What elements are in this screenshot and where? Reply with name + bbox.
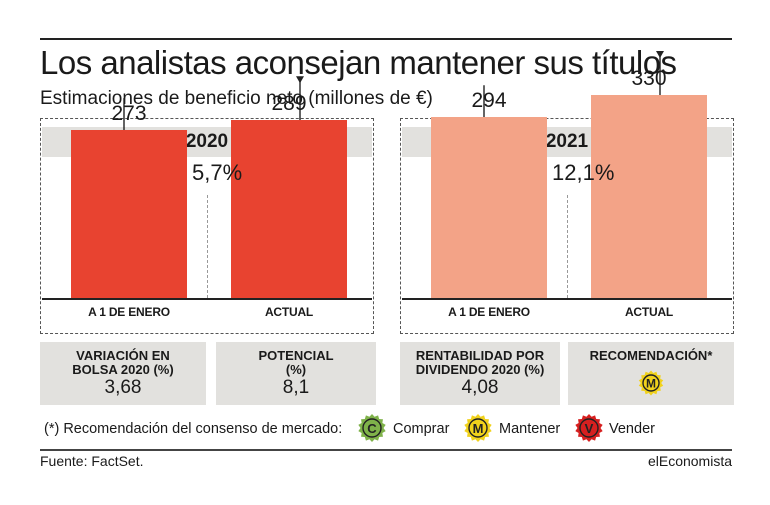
info-label-line: DIVIDENDO 2020 (%) bbox=[415, 362, 545, 377]
comprar-badge-icon: C bbox=[358, 414, 386, 442]
page-title: Los analistas aconsejan mantener sus tít… bbox=[40, 44, 677, 81]
info-label-variacion: VARIACIÓN EN BOLSA 2020 (%) bbox=[40, 349, 206, 377]
bar-category-label: ACTUAL bbox=[624, 305, 674, 319]
legend-badge-letter: C bbox=[367, 421, 377, 436]
bar-category-label: A 1 DE ENERO bbox=[88, 305, 170, 319]
footer-source: Fuente: FactSet. bbox=[40, 453, 144, 469]
info-box-variacion bbox=[40, 342, 206, 405]
divider-line bbox=[567, 195, 568, 298]
top-rule bbox=[40, 38, 732, 40]
connector-arrowhead bbox=[656, 51, 664, 59]
change-percent-label: 5,7% bbox=[192, 160, 243, 185]
info-label-line: RECOMENDACIÓN* bbox=[589, 348, 713, 363]
axis-baseline bbox=[42, 298, 372, 300]
info-box-potencial bbox=[216, 342, 376, 405]
bar-category-label: ACTUAL bbox=[264, 305, 314, 319]
bar-value-label: 294 bbox=[471, 89, 507, 113]
panel-2021 bbox=[400, 118, 734, 334]
panel-2020 bbox=[40, 118, 374, 334]
bar-2021-1 bbox=[591, 95, 707, 298]
bar-value-label: 273 bbox=[111, 102, 147, 126]
legend-note: (*) Recomendación del consenso de mercad… bbox=[44, 421, 343, 437]
vender-badge-icon: V bbox=[575, 414, 603, 442]
connector-arrowhead bbox=[296, 76, 304, 84]
legend-badge-letter: V bbox=[585, 421, 594, 436]
info-label-line: (%) bbox=[285, 362, 307, 377]
info-label-line: RENTABILIDAD POR bbox=[415, 348, 545, 363]
info-label-line: VARIACIÓN EN bbox=[76, 348, 170, 363]
footer-brand: elEconomista bbox=[647, 453, 732, 469]
page-subtitle: Estimaciones de beneficio neto (millones… bbox=[40, 88, 433, 109]
legend-label-vender: Vender bbox=[609, 421, 655, 437]
bottom-rule bbox=[40, 449, 732, 451]
info-label-line: POTENCIAL bbox=[258, 348, 334, 363]
info-label-recomendacion: RECOMENDACIÓN* bbox=[568, 349, 734, 363]
bar-2020-0 bbox=[71, 130, 187, 298]
info-label-rentabilidad: RENTABILIDAD POR DIVIDENDO 2020 (%) bbox=[400, 349, 560, 377]
legend-badge-letter: M bbox=[473, 421, 484, 436]
info-box-rentabilidad bbox=[400, 342, 560, 405]
info-label-potencial: POTENCIAL (%) bbox=[216, 349, 376, 377]
bar-value-label: 289 bbox=[271, 92, 307, 116]
mantener-badge-icon: M bbox=[464, 414, 492, 442]
legend-label-mantener: Mantener bbox=[499, 421, 561, 437]
mantener-badge-icon: M bbox=[638, 370, 664, 396]
axis-baseline bbox=[402, 298, 732, 300]
rec-badge-letter: M bbox=[646, 377, 656, 391]
change-percent-label: 12,1% bbox=[552, 160, 615, 185]
info-value-variacion: 3,68 bbox=[104, 377, 142, 398]
bar-value-label: 330 bbox=[631, 67, 667, 91]
bar-2020-1 bbox=[231, 120, 347, 298]
legend-label-comprar: Comprar bbox=[393, 421, 450, 437]
info-label-line: BOLSA 2020 (%) bbox=[72, 362, 174, 377]
info-value-potencial: 8,1 bbox=[282, 377, 310, 398]
bar-category-label: A 1 DE ENERO bbox=[448, 305, 530, 319]
divider-line bbox=[207, 195, 208, 298]
bar-2021-0 bbox=[431, 117, 547, 298]
info-value-rentabilidad: 4,08 bbox=[461, 377, 499, 398]
